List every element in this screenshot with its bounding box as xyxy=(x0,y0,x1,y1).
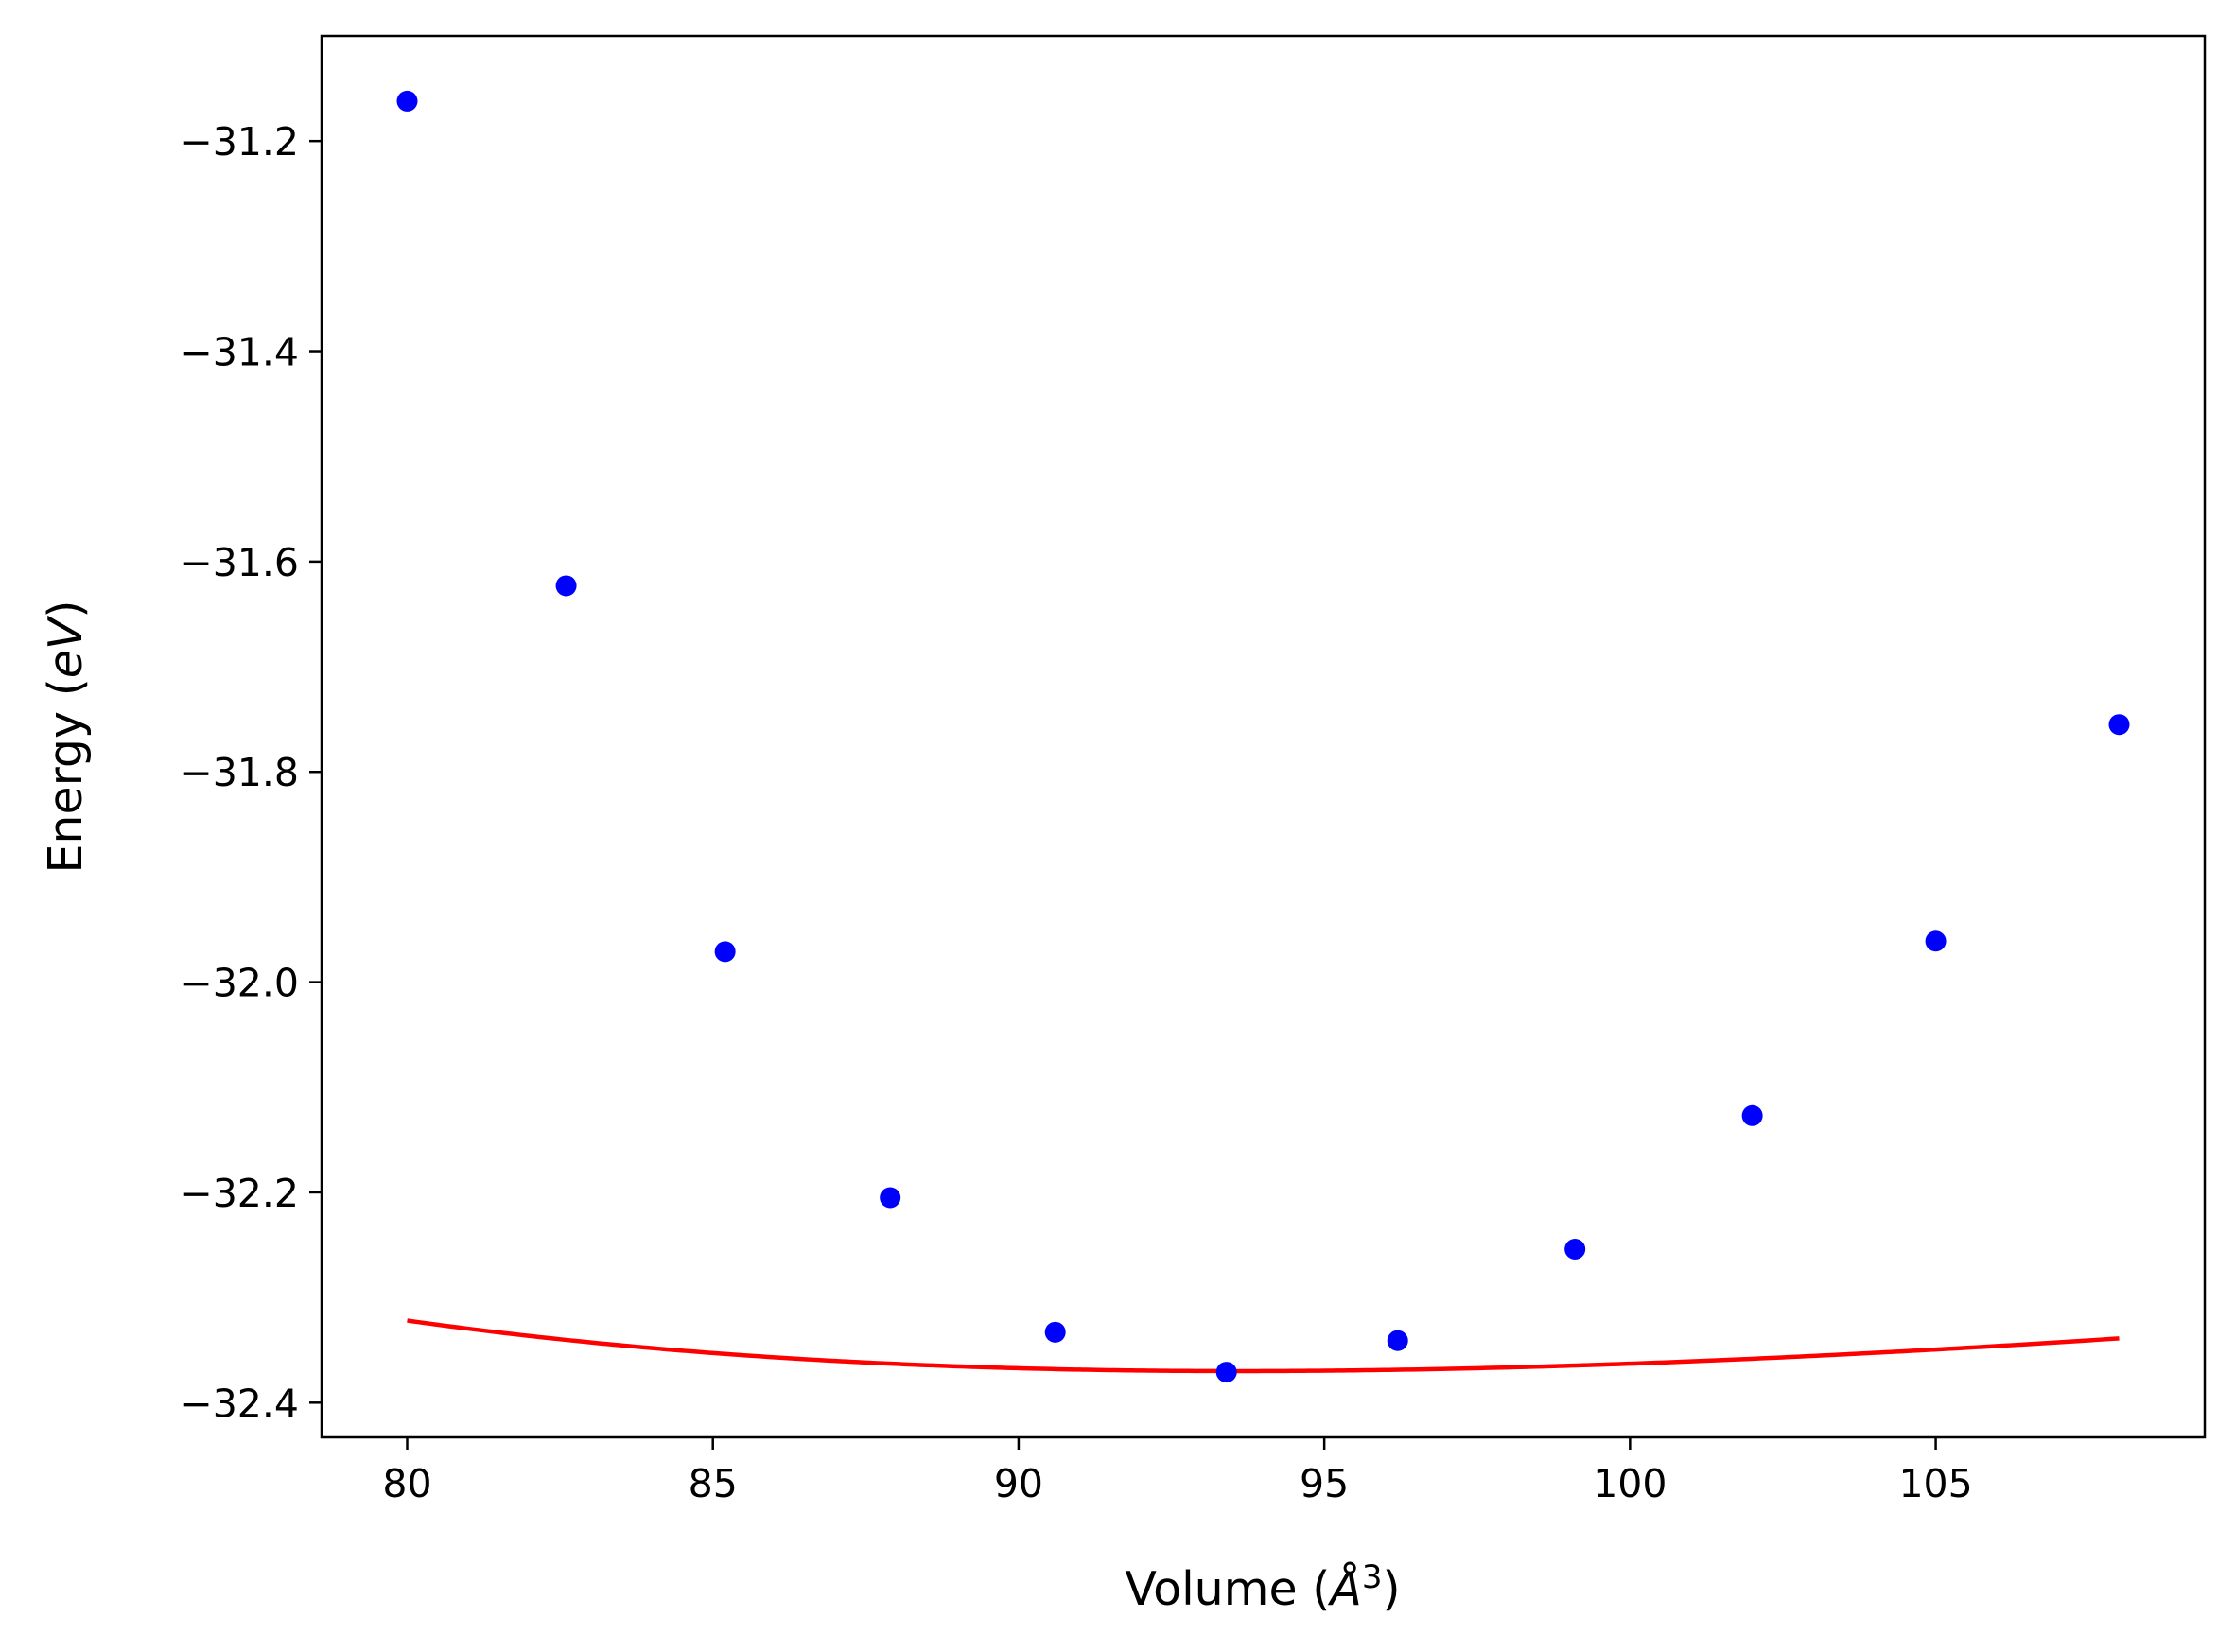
y-tick-label: −31.6 xyxy=(180,540,299,585)
data-point xyxy=(1387,1330,1408,1351)
y-axis-ticks: −31.2 −31.4 −31.6 −31.8 −32.0 −32.2 −32.4 xyxy=(180,119,322,1426)
data-point xyxy=(1925,930,1947,952)
x-axis-title: Volume (Å3) xyxy=(1125,1558,1400,1616)
y-tick-label: −31.8 xyxy=(180,750,299,795)
data-point xyxy=(1741,1104,1763,1126)
plot-area xyxy=(322,36,2205,1437)
data-point xyxy=(396,90,418,112)
x-tick-label: 80 xyxy=(382,1461,431,1506)
y-tick-label: −31.4 xyxy=(180,330,299,375)
y-tick-label: −32.4 xyxy=(180,1381,299,1426)
data-point xyxy=(555,575,577,597)
data-points-layer xyxy=(396,90,2130,1383)
x-tick-label: 85 xyxy=(689,1461,738,1506)
x-tick-label: 100 xyxy=(1593,1461,1667,1506)
y-tick-label: −31.2 xyxy=(180,119,299,165)
data-point xyxy=(1564,1238,1586,1260)
x-tick-label: 95 xyxy=(1300,1461,1349,1506)
data-point xyxy=(2108,714,2130,736)
data-point xyxy=(880,1187,901,1209)
y-tick-label: −32.2 xyxy=(180,1171,299,1216)
plot-frame xyxy=(320,34,2207,1439)
x-tick-label: 105 xyxy=(1898,1461,1972,1506)
y-axis-title: Energy (eV) xyxy=(39,600,93,873)
fit-line xyxy=(407,1318,2120,1374)
y-tick-label: −32.0 xyxy=(180,961,299,1006)
data-point xyxy=(1044,1321,1066,1343)
x-tick-label: 90 xyxy=(994,1461,1043,1506)
x-axis-ticks: 80 85 90 95 100 105 xyxy=(382,1437,1973,1506)
fit-curve-layer xyxy=(407,1318,2120,1374)
data-point xyxy=(1215,1362,1237,1383)
data-point xyxy=(714,941,736,963)
